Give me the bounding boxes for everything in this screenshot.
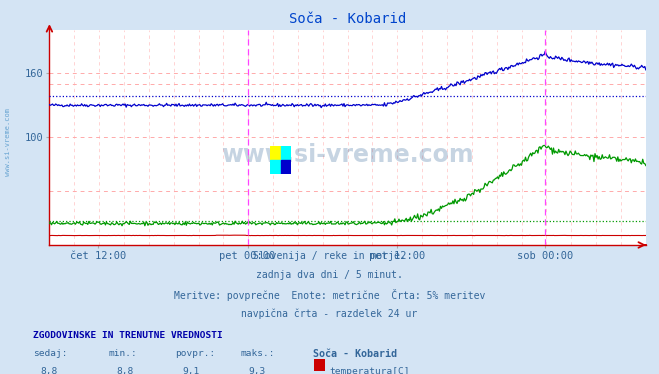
Text: 9,3: 9,3 xyxy=(248,367,266,374)
Bar xyxy=(270,146,281,160)
Text: www.si-vreme.com: www.si-vreme.com xyxy=(5,108,11,176)
Text: min.:: min.: xyxy=(109,349,138,358)
Text: navpična črta - razdelek 24 ur: navpična črta - razdelek 24 ur xyxy=(241,309,418,319)
Text: povpr.:: povpr.: xyxy=(175,349,215,358)
Text: sedaj:: sedaj: xyxy=(33,349,67,358)
Text: Slovenija / reke in morje.: Slovenija / reke in morje. xyxy=(253,251,406,261)
Text: zadnja dva dni / 5 minut.: zadnja dva dni / 5 minut. xyxy=(256,270,403,280)
Bar xyxy=(281,146,291,160)
Text: 8,8: 8,8 xyxy=(117,367,134,374)
Text: maks.:: maks.: xyxy=(241,349,275,358)
Text: ZGODOVINSKE IN TRENUTNE VREDNOSTI: ZGODOVINSKE IN TRENUTNE VREDNOSTI xyxy=(33,331,223,340)
Bar xyxy=(281,160,291,174)
Title: Soča - Kobarid: Soča - Kobarid xyxy=(289,12,406,26)
Text: www.si-vreme.com: www.si-vreme.com xyxy=(221,142,474,167)
Text: 9,1: 9,1 xyxy=(183,367,200,374)
Text: temperatura[C]: temperatura[C] xyxy=(330,367,410,374)
Text: 8,8: 8,8 xyxy=(41,367,58,374)
Text: Soča - Kobarid: Soča - Kobarid xyxy=(313,349,397,359)
Bar xyxy=(270,160,281,174)
Text: Meritve: povprečne  Enote: metrične  Črta: 5% meritev: Meritve: povprečne Enote: metrične Črta:… xyxy=(174,289,485,301)
